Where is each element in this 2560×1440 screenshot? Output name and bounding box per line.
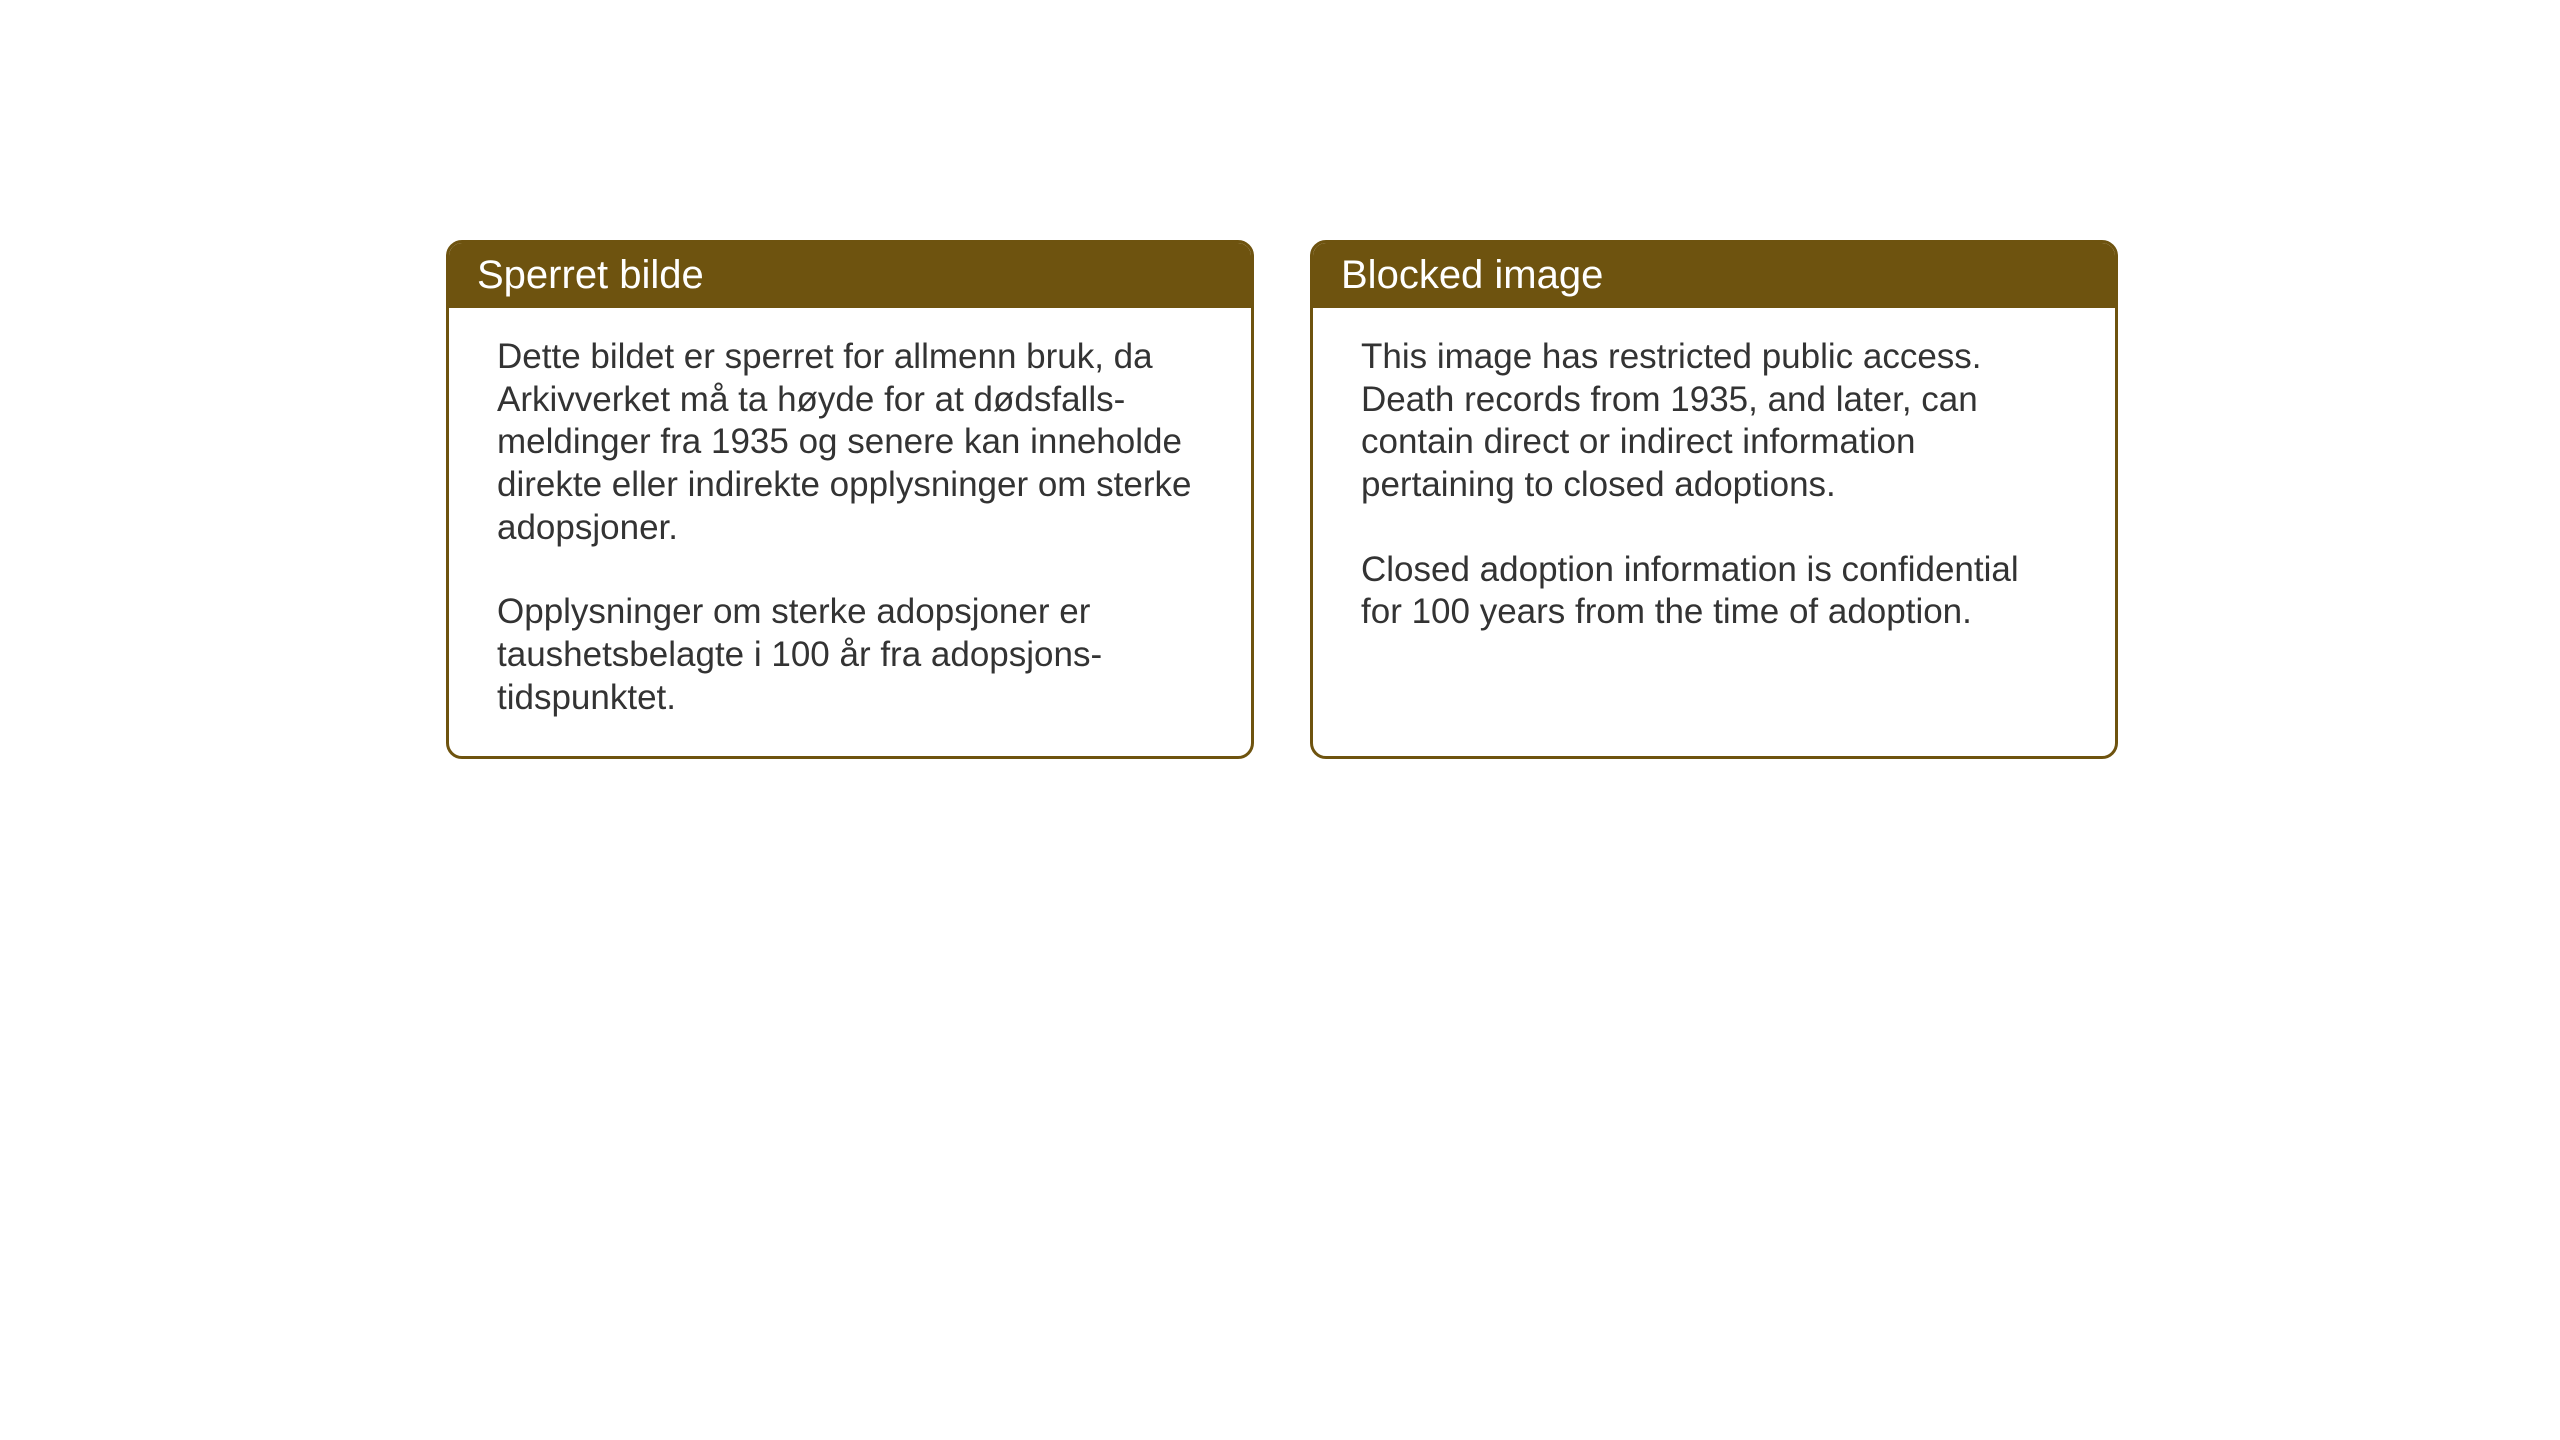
english-card-title: Blocked image <box>1313 243 2115 308</box>
english-notice-card: Blocked image This image has restricted … <box>1310 240 2118 759</box>
norwegian-notice-card: Sperret bilde Dette bildet er sperret fo… <box>446 240 1254 759</box>
norwegian-paragraph-2: Opplysninger om sterke adopsjoner er tau… <box>497 591 1203 719</box>
norwegian-card-body: Dette bildet er sperret for allmenn bruk… <box>449 308 1251 756</box>
notice-cards-container: Sperret bilde Dette bildet er sperret fo… <box>446 240 2118 759</box>
norwegian-paragraph-1: Dette bildet er sperret for allmenn bruk… <box>497 336 1203 549</box>
english-paragraph-1: This image has restricted public access.… <box>1361 336 2067 507</box>
english-paragraph-2: Closed adoption information is confident… <box>1361 549 2067 634</box>
norwegian-card-title: Sperret bilde <box>449 243 1251 308</box>
english-card-body: This image has restricted public access.… <box>1313 308 2115 748</box>
